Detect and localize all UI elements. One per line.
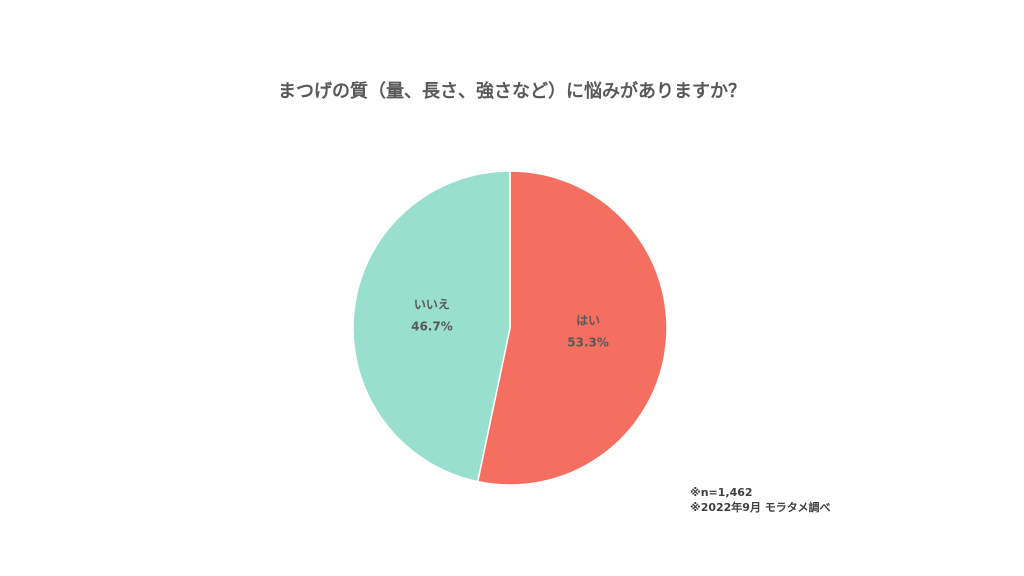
value-label: 46.7%: [411, 319, 453, 333]
chart-title: まつげの質（量、長さ、強さなど）に悩みがありますか？: [278, 80, 746, 102]
note: ※n=1,462: [690, 486, 753, 499]
pie-slice: [476, 170, 668, 486]
slice-label: はい: [576, 314, 600, 328]
slice-label: いいえ: [414, 297, 450, 311]
pie-slice: [352, 170, 511, 483]
note: ※2022年9月 モラタメ調べ: [690, 500, 830, 514]
value-label: 53.3%: [567, 336, 609, 350]
